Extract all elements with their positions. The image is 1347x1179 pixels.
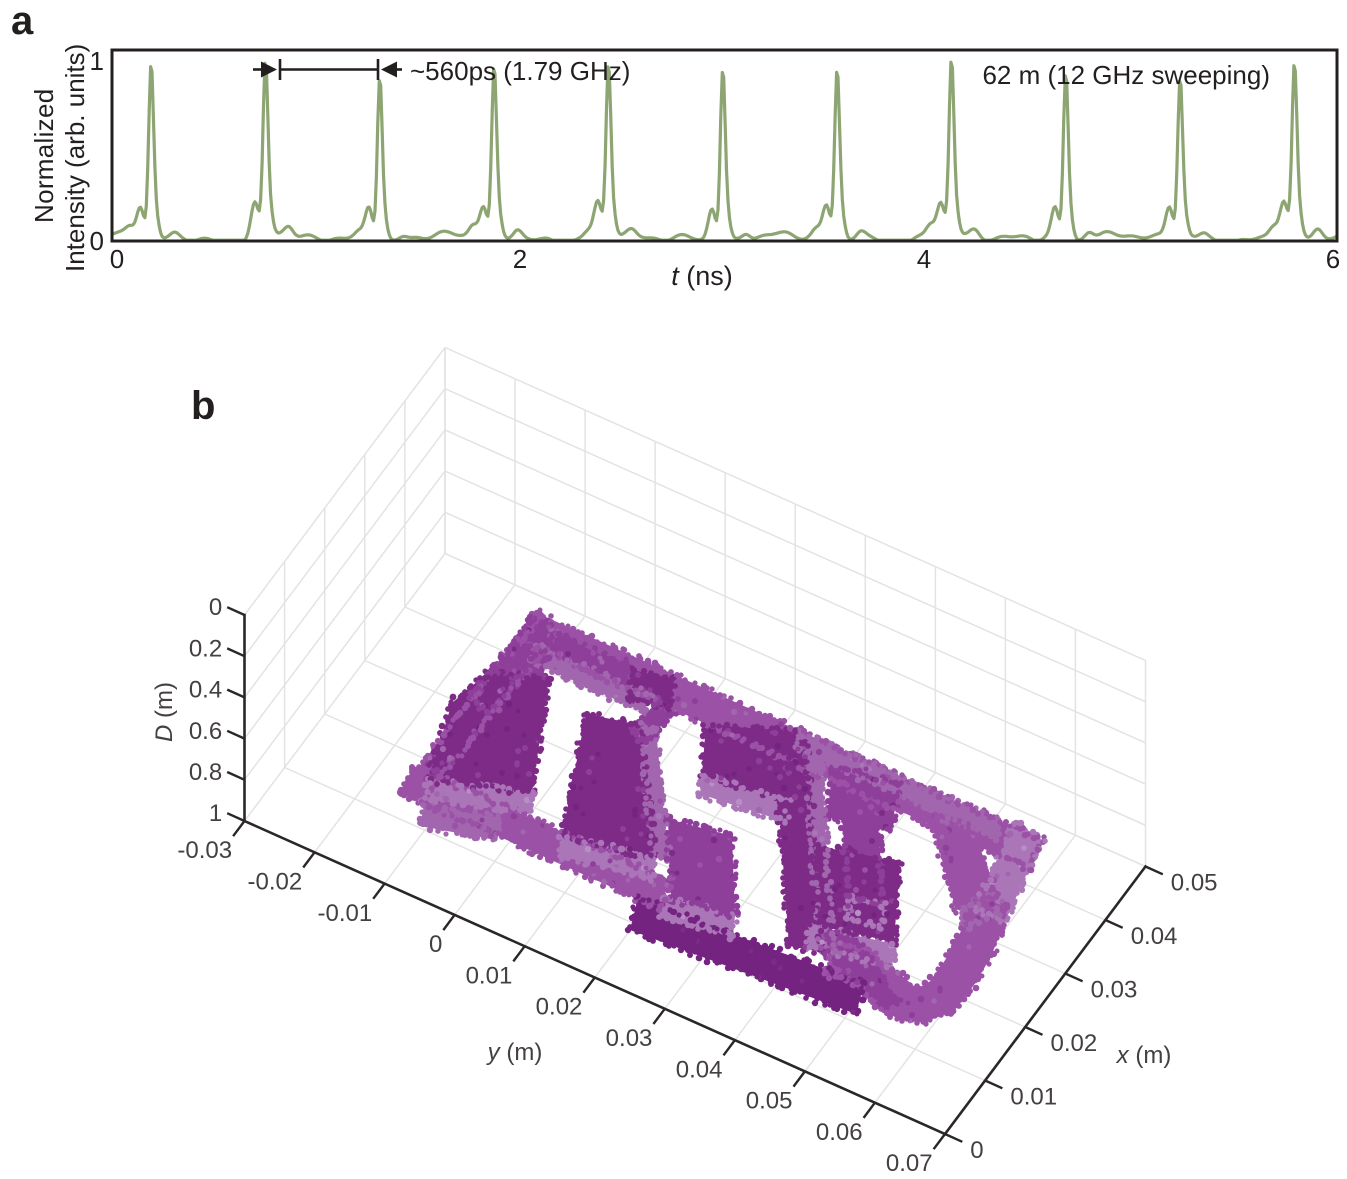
svg-text:0.01: 0.01 — [466, 962, 513, 989]
svg-text:1: 1 — [209, 800, 222, 827]
svg-text:1: 1 — [90, 46, 104, 76]
svg-text:-0.03: -0.03 — [177, 837, 232, 864]
svg-text:0.03: 0.03 — [1091, 976, 1138, 1003]
svg-text:0: 0 — [90, 226, 104, 256]
svg-text:0.02: 0.02 — [1051, 1030, 1098, 1057]
svg-text:2: 2 — [513, 244, 527, 274]
svg-text:0.6: 0.6 — [189, 718, 222, 745]
svg-text:-0.01: -0.01 — [317, 900, 372, 927]
svg-text:0: 0 — [970, 1137, 983, 1164]
svg-text:0.03: 0.03 — [606, 1025, 653, 1052]
svg-text:0.05: 0.05 — [746, 1088, 793, 1115]
svg-text:0.02: 0.02 — [536, 994, 583, 1021]
svg-text:0.06: 0.06 — [816, 1119, 863, 1146]
svg-text:0.05: 0.05 — [1171, 869, 1218, 896]
svg-text:Normalized: Normalized — [29, 89, 59, 224]
svg-text:0: 0 — [110, 244, 124, 274]
svg-text:0.04: 0.04 — [1131, 923, 1178, 950]
svg-text:~560ps (1.79 GHz): ~560ps (1.79 GHz) — [410, 56, 630, 86]
svg-text:4: 4 — [917, 244, 931, 274]
svg-text:0: 0 — [429, 931, 442, 958]
svg-text:Intensity (arb. units): Intensity (arb. units) — [60, 44, 90, 272]
svg-text:b: b — [191, 384, 215, 428]
svg-text:0.2: 0.2 — [189, 635, 222, 662]
svg-text:0.01: 0.01 — [1010, 1083, 1057, 1110]
svg-text:0.8: 0.8 — [189, 759, 222, 786]
svg-text:0.4: 0.4 — [189, 677, 222, 704]
svg-text:y (m): y (m) — [486, 1039, 543, 1066]
svg-text:x (m): x (m) — [1116, 1042, 1172, 1069]
svg-text:0: 0 — [209, 594, 222, 621]
svg-text:62 m (12 GHz sweeping): 62 m (12 GHz sweeping) — [982, 60, 1270, 90]
svg-text:0.04: 0.04 — [676, 1056, 723, 1083]
svg-text:t (ns): t (ns) — [671, 261, 733, 291]
svg-text:6: 6 — [1326, 244, 1340, 274]
svg-text:D (m): D (m) — [151, 682, 178, 742]
svg-text:-0.02: -0.02 — [247, 869, 302, 896]
svg-text:0.07: 0.07 — [886, 1150, 933, 1177]
svg-text:a: a — [11, 0, 34, 43]
